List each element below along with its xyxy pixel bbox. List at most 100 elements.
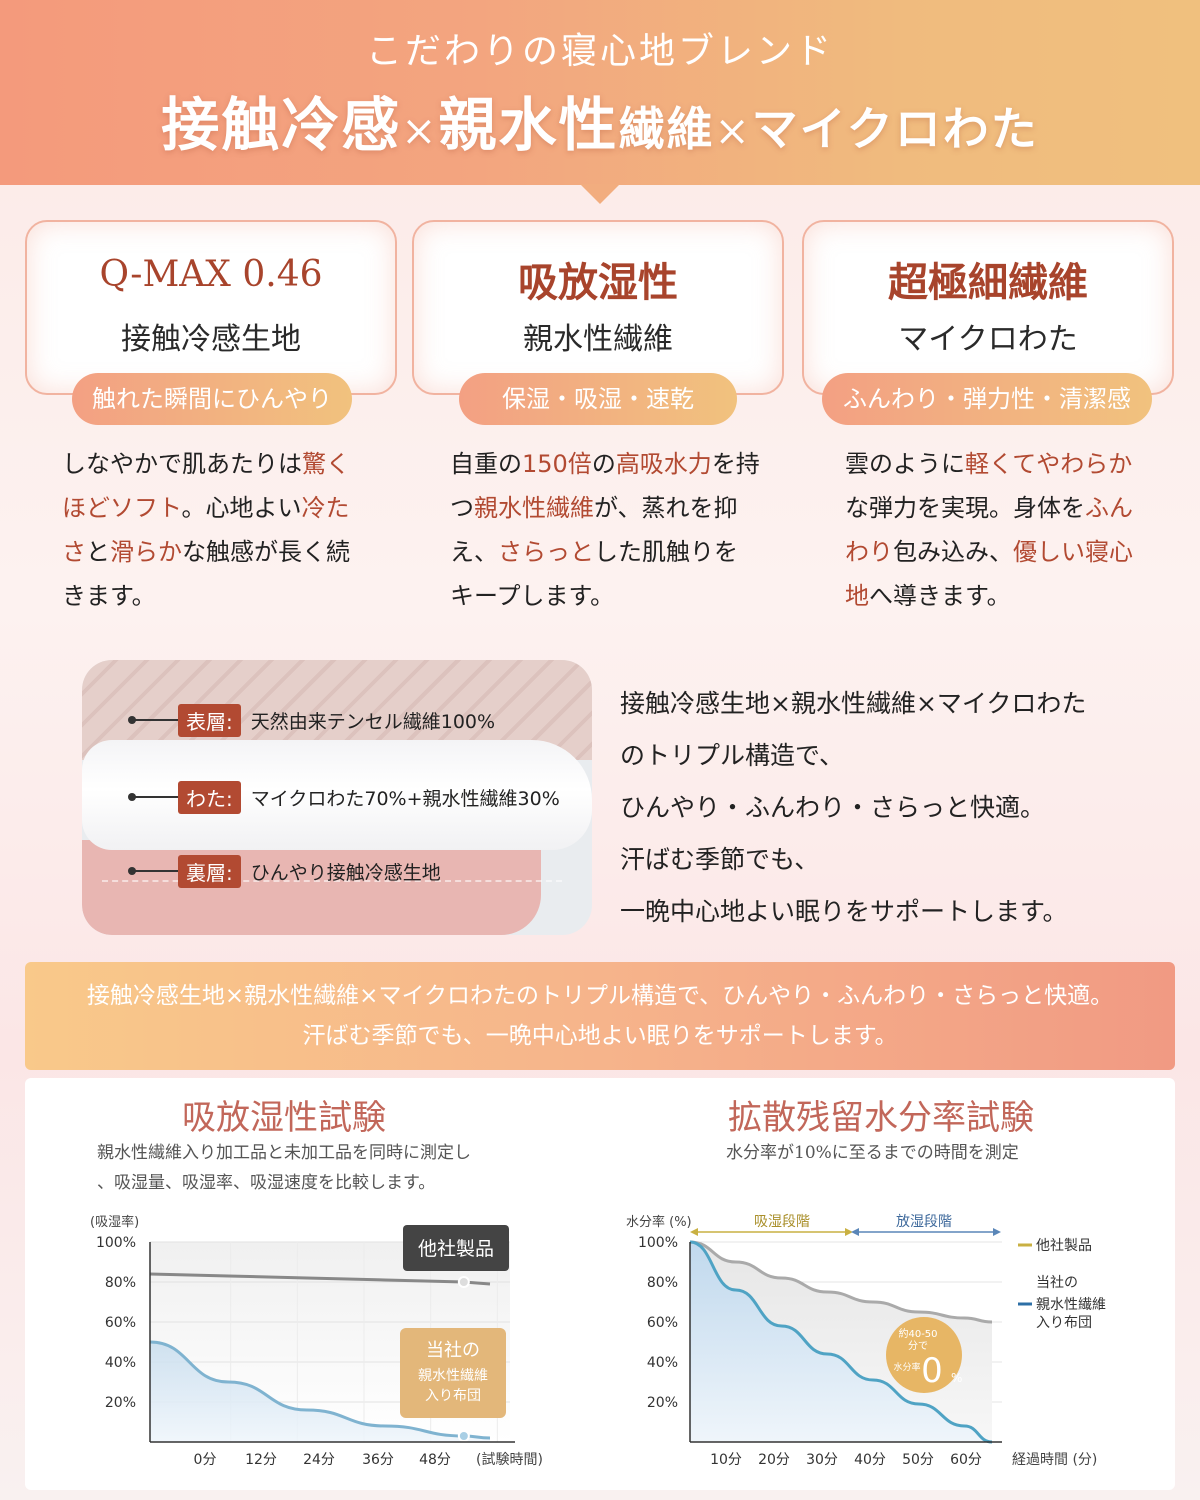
chart1-label-ours-1: 当社の xyxy=(426,1340,480,1361)
feature-pill: 触れた瞬間にひんやり xyxy=(72,373,352,425)
x-tick-label: 36分 xyxy=(362,1452,394,1468)
phase-absorb-label: 吸湿段階 xyxy=(754,1214,810,1230)
y-tick-label: 40% xyxy=(647,1355,678,1371)
legend-other: 他社製品 xyxy=(1036,1238,1092,1254)
chart2-title: 拡散残留水分率試験 xyxy=(728,1098,1034,1138)
description-text: しなやかで肌あたりは xyxy=(62,450,302,478)
chart1-svg: (吸湿率) 100% 80% 60% 40% 20% 0分 12分 24分 36分 48分 (試… xyxy=(90,1214,543,1468)
chart1-label-other: 他社製品 xyxy=(418,1238,494,1260)
header-title-part2-small: 繊維 xyxy=(618,102,715,156)
header-title-part1: 接触冷感 xyxy=(161,91,402,159)
feature-description: しなやかで肌あたりは驚くほどソフト。心地よい冷たさと滑らかな触感が長く続きます。 xyxy=(62,442,372,618)
series-ours-line xyxy=(689,1240,993,1444)
feature-title: Q-MAX 0.46 xyxy=(99,254,323,295)
highlight-text: 軽くてやわらか xyxy=(965,450,1133,478)
feature-pill: ふんわり・弾力性・清潔感 xyxy=(822,373,1152,425)
phase-absorb-arrowhead-right xyxy=(845,1228,853,1236)
y-tick-label: 100% xyxy=(96,1235,136,1251)
highlight-text: ふんわり xyxy=(845,494,1133,566)
x-tick-label: 50分 xyxy=(902,1452,934,1468)
layer-label-top: 表層: 天然由来テンセル繊維100% xyxy=(128,703,496,737)
layer-text: 天然由来テンセル繊維100% xyxy=(250,710,496,733)
layer-tag: わた: xyxy=(178,780,241,814)
x-tick-label: 0分 xyxy=(194,1452,217,1468)
description-text: を持つ xyxy=(450,450,760,522)
triple-text-line: 汗ばむ季節でも、 xyxy=(620,845,820,874)
phase-release-arrowhead-right xyxy=(993,1228,1001,1236)
header-title: 接触冷感×親水性繊維×マイクロわた xyxy=(0,78,1200,162)
layer-label-middle: わた: マイクロわた70%+親水性繊維30% xyxy=(128,780,560,814)
highlight-text: ほどソフト xyxy=(62,494,182,522)
y-tick-label: 60% xyxy=(105,1315,136,1331)
highlight-text: 滑らか xyxy=(110,538,182,566)
header-x1: × xyxy=(401,106,439,155)
pointer-line xyxy=(128,716,178,724)
feature-title: 超極細繊維 xyxy=(888,259,1088,306)
header-arrow xyxy=(580,184,620,204)
x-tick-label: 10分 xyxy=(710,1452,742,1468)
badge-line3: 水分率 xyxy=(893,1361,920,1373)
banner-line: 接触冷感生地×親水性繊維×マイクロわたのトリプル構造で、ひんやり・ふんわり・さら… xyxy=(86,983,1114,1009)
feature-title: 吸放湿性 xyxy=(518,259,678,306)
phase-absorb-arrowhead-left xyxy=(690,1228,698,1236)
legend-ours-1: 当社の xyxy=(1036,1275,1078,1291)
description-text: へ導きます。 xyxy=(869,582,1011,610)
triple-text-line: ひんやり・ふんわり・さらっと快適。 xyxy=(620,793,1046,822)
description-text: 。心地よい xyxy=(181,494,302,522)
triple-text-line: のトリプル構造で、 xyxy=(620,741,845,770)
x-tick-label: 48分 xyxy=(419,1452,451,1468)
series-ours-area xyxy=(150,1342,490,1442)
description-text: の xyxy=(591,450,616,478)
x-tick-label: 12分 xyxy=(245,1452,277,1468)
badge-line2: 分で xyxy=(908,1340,928,1352)
highlight-text: 驚く xyxy=(302,450,350,478)
feature-subtitle: 親水性繊維 xyxy=(523,322,673,357)
feature-pill: 保湿・吸湿・速乾 xyxy=(459,373,737,425)
x-tick-label: 24分 xyxy=(303,1452,335,1468)
phase-release-label: 放湿段階 xyxy=(896,1214,952,1230)
pointer-line xyxy=(128,793,178,801)
zero-badge xyxy=(886,1317,962,1393)
feature-card-microfiber: 超極細繊維 マイクロわた xyxy=(802,220,1174,395)
series-other-line xyxy=(689,1240,993,1324)
highlight-text: 冷た xyxy=(301,494,350,522)
badge-line1: 約40-50 xyxy=(898,1327,937,1340)
header-title-part2: 親水性 xyxy=(438,91,619,159)
feature-card-qmax: Q-MAX 0.46 接触冷感生地 xyxy=(25,220,397,395)
summary-banner: 接触冷感生地×親水性繊維×マイクロわたのトリプル構造で、ひんやり・ふんわり・さら… xyxy=(25,962,1175,1070)
layer-text: マイクロわた70%+親水性繊維30% xyxy=(250,787,560,810)
layer-label-bottom: 裏層: ひんやり接触冷感生地 xyxy=(128,854,441,888)
y-tick-label: 60% xyxy=(647,1315,678,1331)
chart1-label-ours-2: 親水性繊維 xyxy=(418,1368,488,1384)
x-tick-label: 30分 xyxy=(806,1452,838,1468)
series-ours-area xyxy=(690,1242,992,1442)
description-text: した肌触りをキープします。 xyxy=(450,538,738,610)
highlight-text: 優しい寝心地 xyxy=(845,538,1133,610)
header-x2: × xyxy=(714,106,752,155)
header-title-part3: マイクロわた xyxy=(751,102,1039,156)
feature-card-moisture: 吸放湿性 親水性繊維 xyxy=(412,220,784,395)
highlight-text: 150倍 xyxy=(522,450,592,478)
banner-line: 汗ばむ季節でも、一晩中心地よい眠りをサポートします。 xyxy=(302,1023,898,1049)
highlight-text: 高吸水力 xyxy=(615,450,712,478)
triple-text-line: 接触冷感生地×親水性繊維×マイクロわた xyxy=(620,689,1087,718)
feature-subtitle: マイクロわた xyxy=(898,322,1078,357)
description-text: 自重の xyxy=(450,450,522,478)
layer-middle-wadding xyxy=(82,740,592,850)
chart1-label-ours-box xyxy=(400,1328,506,1418)
highlight-text: 親水性繊維 xyxy=(474,494,594,522)
chart1-label-ours-3: 入り布団 xyxy=(425,1388,481,1404)
description-text: と xyxy=(86,538,110,566)
layer-text: ひんやり接触冷感生地 xyxy=(250,861,441,884)
highlight-text: さ xyxy=(62,538,86,566)
layer-structure-image: 表層: 天然由来テンセル繊維100% わた: マイクロわた70%+親水性繊維30… xyxy=(82,660,592,935)
triple-structure-text: 接触冷感生地×親水性繊維×マイクロわた のトリプル構造で、 ひんやり・ふんわり・… xyxy=(620,678,1160,938)
chart2-xlabel: 経過時間 (分) xyxy=(1012,1452,1097,1468)
chart2-subtitle: 水分率が10%に至るまでの時間を測定 xyxy=(726,1143,1019,1163)
chart1-ylabel: (吸湿率) xyxy=(90,1214,139,1230)
layer-stitch xyxy=(102,880,562,882)
y-tick-label: 20% xyxy=(105,1395,136,1411)
header-banner: こだわりの寝心地ブレンド 接触冷感×親水性繊維×マイクロわた xyxy=(0,0,1200,185)
description-text: 雲のように xyxy=(845,450,965,478)
y-tick-label: 40% xyxy=(105,1355,136,1371)
